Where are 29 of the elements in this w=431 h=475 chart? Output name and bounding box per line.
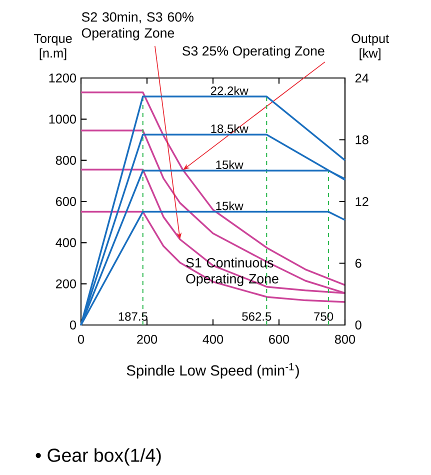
y-tick-label: 600 (56, 197, 76, 206)
y-tick-label: 800 (56, 156, 76, 165)
y2-tick-label: 6 (355, 258, 362, 268)
y-tick-label: 1200 (49, 74, 76, 82)
ref-line-label: 562.5 (242, 312, 272, 321)
x-tick-label: 400 (202, 334, 224, 344)
y-tick-label: 0 (70, 320, 76, 330)
text: • Gear box(1/4) (36, 448, 161, 466)
y2-tick-label: 18 (356, 135, 368, 144)
ref-line-label: 187.5 (118, 312, 148, 321)
x-axis-title: Spindle Low Speed (min$^{-1}$) (126, 363, 299, 379)
y-tick-label: 400 (56, 238, 76, 248)
annotation: S2 30min, S3 60% Operating Zone (82, 12, 194, 40)
series-label: 22.2kw (210, 86, 248, 95)
series-label: 15kw (216, 201, 244, 210)
y-tick-label: 200 (56, 279, 76, 288)
ref-line-label: 750 (314, 312, 334, 321)
x-tick-label: 800 (334, 334, 356, 344)
series-label: 15kw (216, 160, 244, 170)
y2-tick-label: 24 (355, 74, 369, 82)
x-tick-label: 0 (78, 334, 84, 344)
y-axis-title: Torque [n.m] (34, 34, 72, 60)
y2-axis-title: Output [kw] (352, 34, 389, 60)
y-tick-label: 1000 (49, 114, 76, 124)
y2-tick-label: 0 (355, 320, 362, 330)
x-tick-label: 200 (137, 334, 158, 344)
annotation: S3 25% Operating Zone (182, 46, 324, 58)
y2-tick-label: 12 (356, 197, 368, 206)
x-tick-label: 600 (269, 334, 290, 344)
